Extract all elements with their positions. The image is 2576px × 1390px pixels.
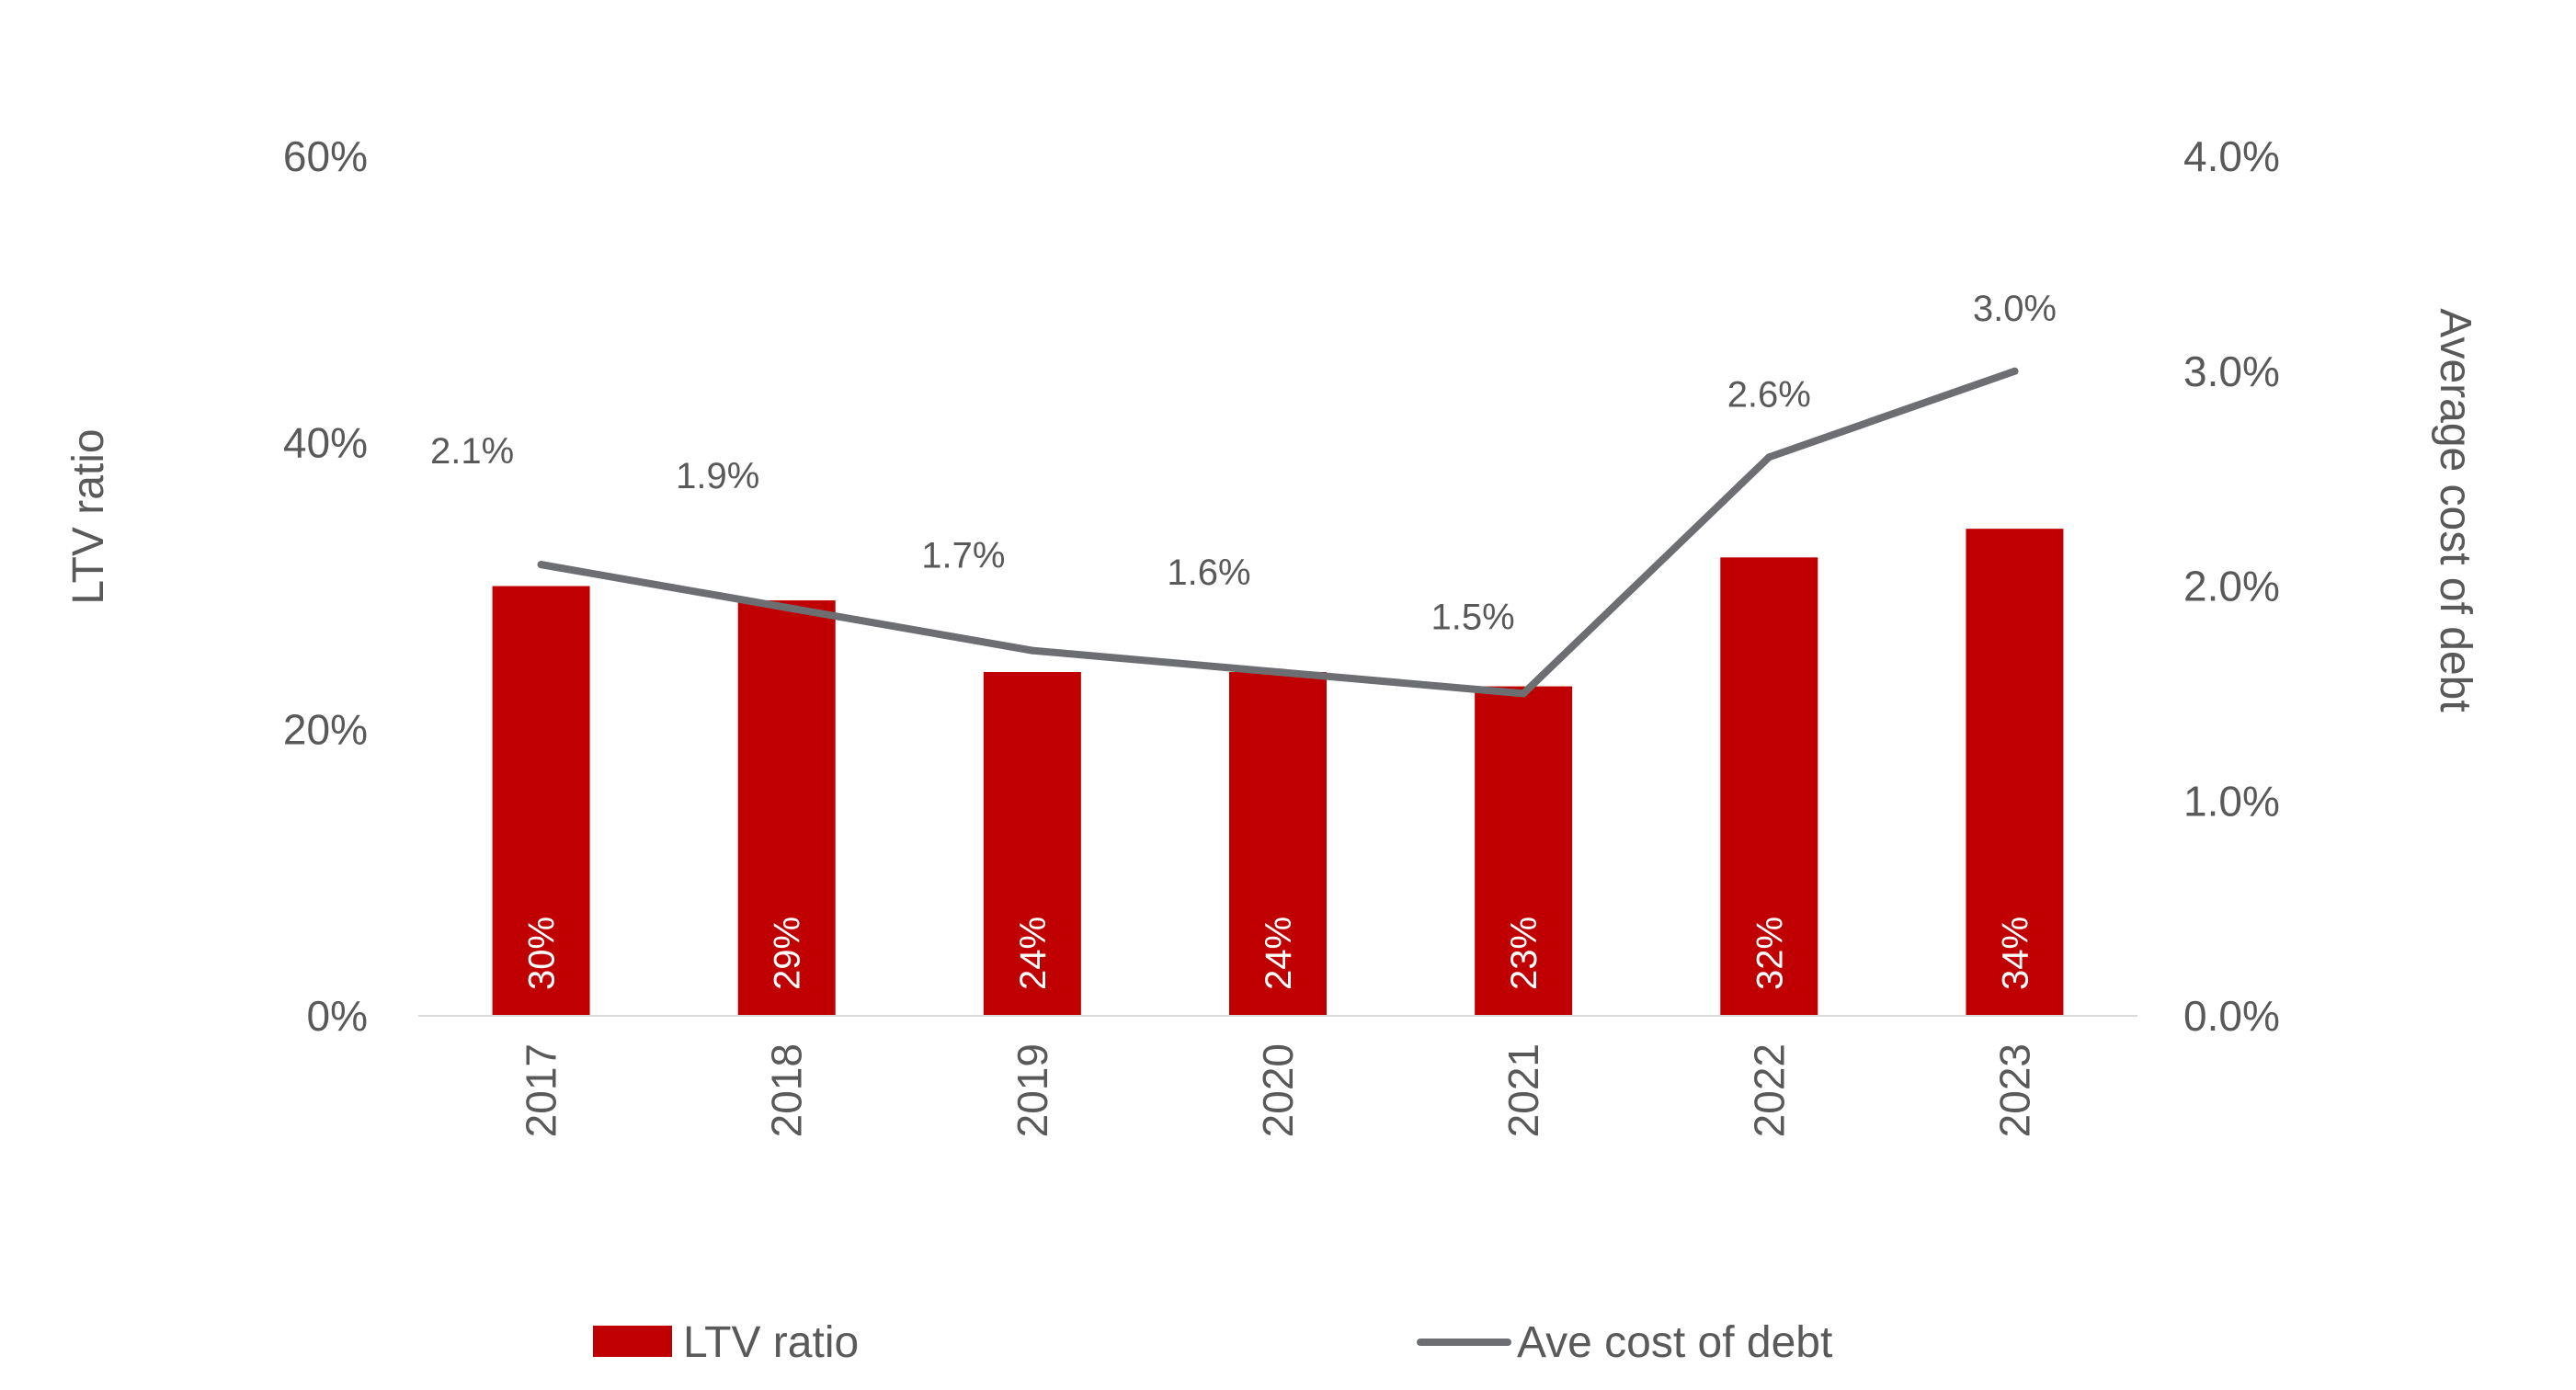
legend-label-ltv-ratio: LTV ratio — [683, 1318, 859, 1367]
y-left-tick-label: 20% — [283, 705, 368, 753]
line-point-2020 — [1274, 668, 1282, 676]
line-data-label: 1.6% — [1167, 553, 1250, 593]
bar-data-label: 32% — [1750, 917, 1790, 990]
x-tick-label: 2018 — [763, 1043, 811, 1137]
x-tick-label: 2023 — [1990, 1043, 2038, 1137]
bar-data-label: 24% — [1259, 917, 1299, 990]
bar-2017 — [492, 586, 590, 1016]
bar-2022 — [1720, 557, 1818, 1016]
x-tick-label: 2017 — [518, 1043, 565, 1137]
y-right-tick-label: 0.0% — [2183, 992, 2280, 1040]
legend-label-ave-cost-of-debt: Ave cost of debt — [1517, 1318, 1832, 1367]
line-point-2023 — [2011, 367, 2019, 375]
x-tick-label: 2020 — [1254, 1043, 1302, 1137]
line-point-2019 — [1028, 646, 1036, 655]
y-left-tick-label: 0% — [307, 992, 368, 1040]
labels-layer: 30% 29% 24% 24% 23% 32% 34% 2.1% 1.9% 1.7% 1.6% 1.5… — [430, 289, 2057, 990]
y-right-tick-label: 4.0% — [2183, 132, 2280, 180]
y-right-tick-label: 2.0% — [2183, 563, 2280, 610]
line-data-label: 1.9% — [676, 456, 759, 496]
bar-data-label: 34% — [1995, 917, 2035, 990]
bar-2020 — [1229, 672, 1327, 1016]
line-data-label: 2.1% — [430, 431, 514, 472]
line-data-label: 1.7% — [921, 536, 1005, 576]
bars-layer — [492, 529, 2064, 1016]
bar-2021 — [1475, 686, 1573, 1016]
bar-data-label: 30% — [522, 917, 563, 990]
bar-2023 — [1966, 529, 2064, 1016]
legend: LTV ratio Ave cost of debt — [593, 1318, 1832, 1367]
y-right-tick-label: 3.0% — [2183, 348, 2280, 395]
line-point-2018 — [782, 603, 791, 611]
axes-layer: 0% 20% 40% 60% 0.0% 1.0% 2.0% 3.0% 4.0% 2017 2018 2… — [283, 132, 2280, 1137]
line-point-2017 — [537, 561, 545, 569]
bar-data-label: 23% — [1504, 917, 1544, 990]
y-right-tick-label: 1.0% — [2183, 777, 2280, 825]
line-layer — [537, 367, 2019, 698]
bar-2019 — [983, 672, 1081, 1016]
bar-data-label: 24% — [1013, 917, 1054, 990]
y-left-tick-label: 60% — [283, 132, 368, 180]
line-data-label: 3.0% — [1973, 289, 2057, 329]
bar-data-label: 29% — [768, 917, 808, 990]
line-point-2021 — [1520, 689, 1528, 698]
y-left-axis-title: LTV ratio — [64, 428, 113, 604]
line-data-label: 1.5% — [1431, 597, 1515, 637]
x-tick-label: 2022 — [1745, 1043, 1793, 1137]
line-data-label: 2.6% — [1727, 374, 1811, 415]
line-point-2022 — [1765, 453, 1773, 461]
y-left-tick-label: 40% — [283, 419, 368, 467]
legend-swatch-ltv-ratio — [593, 1326, 672, 1357]
x-tick-label: 2019 — [1009, 1043, 1056, 1137]
y-right-axis-title: Average cost of debt — [2431, 308, 2479, 712]
x-tick-label: 2021 — [1499, 1043, 1547, 1137]
bar-2018 — [737, 600, 836, 1016]
